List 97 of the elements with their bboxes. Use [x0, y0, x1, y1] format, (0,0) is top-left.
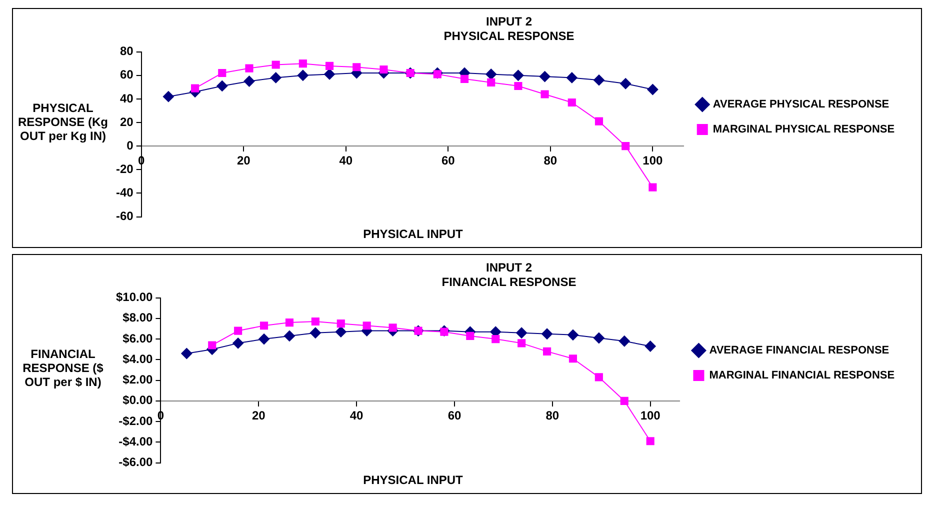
- y-tick-label: -20: [116, 162, 134, 176]
- point: [218, 68, 226, 78]
- y-tick-label: -$6.00: [118, 455, 154, 470]
- point: [593, 332, 604, 344]
- point: [566, 72, 578, 84]
- point: [486, 68, 497, 80]
- point: [191, 84, 200, 92]
- point: [336, 320, 345, 328]
- x-tick-label: 60: [448, 408, 462, 422]
- point: [620, 78, 632, 90]
- y-tick-label: 0: [126, 138, 134, 152]
- legend-label: AVERAGE FINANCIAL RESPONSE: [709, 344, 890, 357]
- point: [514, 82, 522, 90]
- point: [245, 64, 254, 72]
- point: [352, 63, 361, 72]
- point: [648, 183, 657, 192]
- point: [162, 91, 174, 102]
- point: [272, 60, 280, 69]
- x-tick-label: 20: [236, 154, 251, 168]
- x-tick-label: 60: [441, 154, 456, 168]
- point: [542, 328, 553, 340]
- point: [646, 437, 654, 446]
- x-tick-label: 20: [252, 408, 266, 422]
- y-tick-label: $8.00: [122, 310, 154, 325]
- point: [620, 396, 628, 405]
- point: [284, 330, 295, 342]
- point: [297, 70, 308, 81]
- point: [512, 70, 524, 81]
- point: [216, 80, 228, 92]
- legend-label: MARGINAL FINANCIAL RESPONSE: [709, 370, 895, 382]
- point: [232, 338, 244, 349]
- point: [208, 341, 216, 350]
- point: [568, 98, 576, 107]
- point: [324, 68, 336, 80]
- point: [539, 71, 550, 82]
- legend-label: AVERAGE PHYSICAL RESPONSE: [712, 98, 890, 111]
- point: [234, 326, 242, 335]
- point: [518, 339, 526, 348]
- chart-subtitle: FINANCIAL RESPONSE: [442, 274, 576, 289]
- y-tick-label: -40: [116, 186, 134, 200]
- point: [487, 78, 496, 86]
- point: [594, 117, 604, 126]
- point: [380, 65, 388, 74]
- chart-subtitle: PHYSICAL RESPONSE: [444, 28, 574, 43]
- y-tick-label: $2.00: [122, 372, 154, 387]
- point: [594, 373, 603, 382]
- point: [258, 334, 270, 345]
- x-tick-label: 40: [350, 408, 364, 422]
- y-tick-label: -$2.00: [118, 414, 154, 428]
- point: [181, 348, 192, 359]
- point: [440, 328, 448, 336]
- y-tick-label: $6.00: [122, 331, 154, 346]
- point: [594, 74, 604, 86]
- point: [540, 90, 549, 98]
- y-tick-label: -$4.00: [118, 434, 154, 448]
- chart-title: INPUT 2: [486, 260, 532, 275]
- point: [492, 335, 500, 344]
- point: [325, 62, 334, 70]
- point: [311, 317, 320, 326]
- y-tick-label: $10.00: [116, 290, 154, 304]
- point: [568, 354, 578, 363]
- y-axis-title: FINANCIAL RESPONSE ($ OUT per $ IN): [22, 347, 104, 389]
- x-tick-label: 100: [642, 154, 664, 168]
- y-axis-title: PHYSICAL RESPONSE (Kg OUT per Kg IN): [16, 101, 109, 143]
- y-tick-label: $4.00: [122, 352, 154, 366]
- x-axis-title: PHYSICAL INPUT: [362, 227, 464, 241]
- y-tick-label: $0.00: [122, 393, 154, 408]
- point: [542, 347, 552, 356]
- point: [335, 326, 346, 338]
- point: [244, 76, 255, 87]
- point: [647, 84, 658, 96]
- legend-label: MARGINAL PHYSICAL RESPONSE: [712, 124, 895, 136]
- point: [285, 318, 294, 327]
- point: [516, 327, 528, 338]
- point: [310, 327, 321, 338]
- point: [260, 322, 268, 330]
- x-tick-label: 80: [544, 154, 558, 168]
- y-tick-label: 40: [120, 91, 134, 106]
- y-tick-label: 80: [120, 44, 134, 58]
- point: [622, 142, 630, 150]
- y-tick-label: 60: [120, 68, 134, 82]
- chart-title: INPUT 2: [486, 14, 532, 29]
- y-tick-label: -60: [116, 209, 134, 224]
- point: [460, 74, 469, 83]
- x-tick-label: 80: [546, 408, 560, 422]
- point: [644, 340, 656, 352]
- point: [567, 329, 578, 340]
- point: [388, 324, 397, 332]
- point: [298, 60, 307, 68]
- x-tick-label: 40: [339, 154, 353, 168]
- x-tick-label: 100: [640, 408, 661, 422]
- point: [362, 322, 371, 330]
- point: [618, 336, 630, 347]
- y-tick-label: 20: [120, 114, 134, 129]
- x-axis-title: PHYSICAL INPUT: [362, 473, 464, 487]
- point: [270, 72, 282, 84]
- point: [466, 332, 474, 340]
